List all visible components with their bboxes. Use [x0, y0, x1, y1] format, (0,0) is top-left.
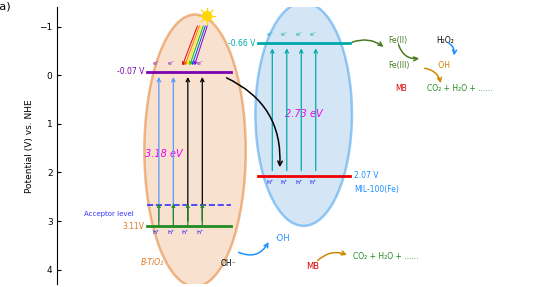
Text: e⁻: e⁻ [266, 32, 274, 37]
Text: h⁺: h⁺ [266, 180, 274, 185]
Text: h⁺: h⁺ [295, 180, 302, 185]
Text: e⁻: e⁻ [182, 61, 189, 66]
Text: e⁻: e⁻ [167, 61, 174, 66]
Text: 2.07 V: 2.07 V [355, 171, 379, 180]
Text: H₂O₂: H₂O₂ [437, 36, 454, 45]
Text: MIL-100(Fe): MIL-100(Fe) [355, 185, 399, 194]
Text: h⁺: h⁺ [281, 180, 288, 185]
Text: h⁺: h⁺ [196, 230, 204, 235]
Text: Acceptor level: Acceptor level [84, 211, 134, 217]
Text: h⁺: h⁺ [153, 230, 160, 235]
Text: OH⁻: OH⁻ [221, 259, 237, 268]
Text: B-TiO₂: B-TiO₂ [141, 258, 163, 267]
Text: CO₂ + H₂O + ......: CO₂ + H₂O + ...... [427, 84, 493, 93]
Text: h⁺: h⁺ [182, 230, 189, 235]
Text: 3.11V: 3.11V [122, 222, 144, 231]
Text: Fe(III): Fe(III) [388, 61, 409, 70]
Text: h⁺: h⁺ [167, 230, 174, 235]
Text: 2.73 eV: 2.73 eV [285, 109, 323, 119]
Text: 3.18 eV: 3.18 eV [145, 149, 182, 159]
Text: MB: MB [306, 262, 319, 271]
Text: e⁻: e⁻ [197, 61, 204, 66]
Text: h⁺: h⁺ [310, 180, 317, 185]
Ellipse shape [255, 2, 352, 226]
Text: e⁻: e⁻ [153, 61, 160, 66]
Text: ·OH: ·OH [274, 234, 289, 243]
Text: ·OH: ·OH [437, 61, 451, 70]
Text: CO₂ + H₂O + ......: CO₂ + H₂O + ...... [353, 251, 419, 261]
Y-axis label: Potential (V) vs. NHE: Potential (V) vs. NHE [25, 99, 34, 193]
Ellipse shape [144, 14, 246, 287]
Text: -0.66 V: -0.66 V [228, 39, 255, 48]
Circle shape [203, 11, 211, 20]
Text: e⁻: e⁻ [281, 32, 288, 37]
Text: e⁻: e⁻ [310, 32, 317, 37]
Text: -0.07 V: -0.07 V [117, 67, 144, 76]
Text: e⁻: e⁻ [295, 32, 302, 37]
Text: (a): (a) [0, 2, 10, 12]
Text: MB: MB [395, 84, 407, 93]
Text: Fe(II): Fe(II) [388, 36, 407, 45]
